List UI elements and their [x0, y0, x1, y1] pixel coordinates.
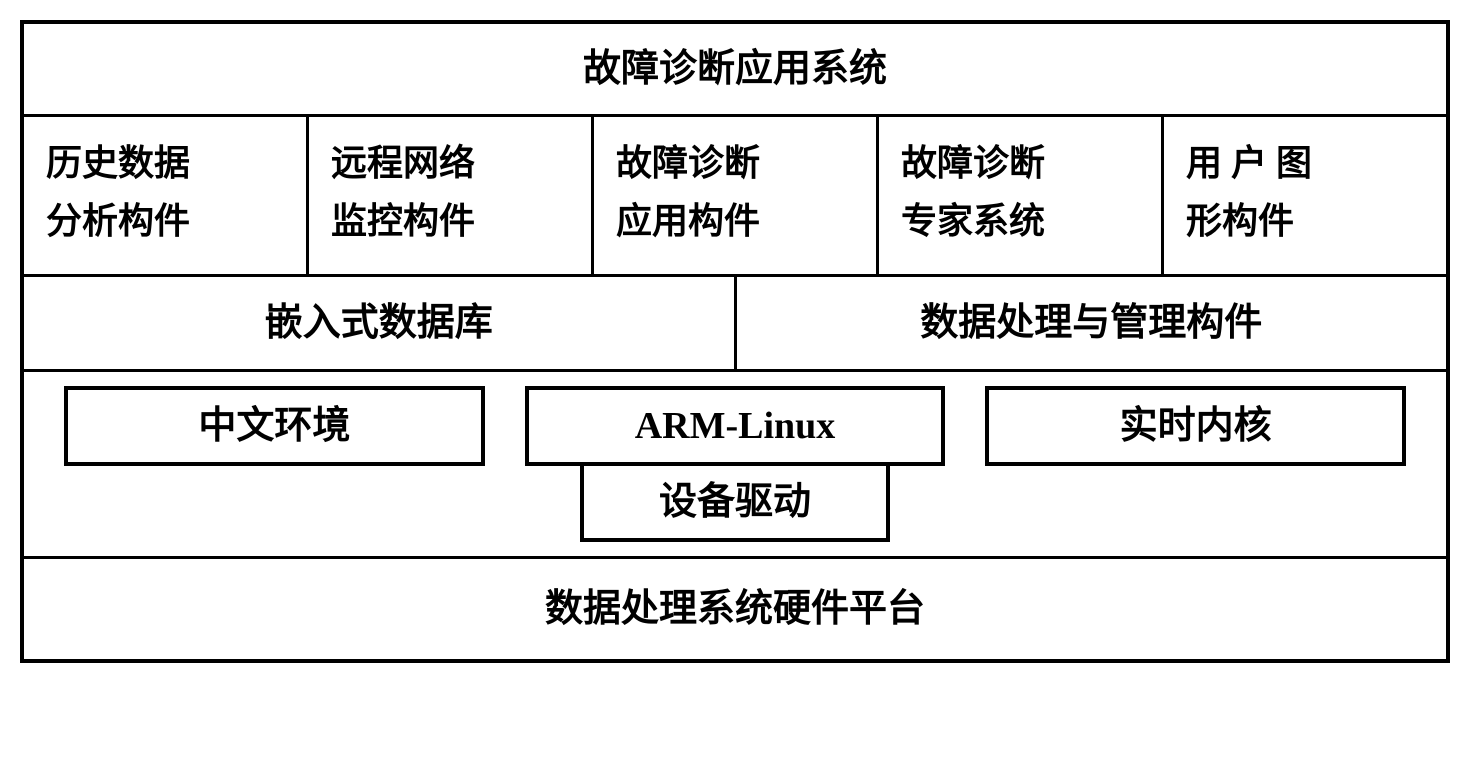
- component-remote-monitor: 远程网络 监控构件: [309, 114, 594, 274]
- hardware-platform: 数据处理系统硬件平台: [24, 559, 1446, 659]
- arm-linux: ARM-Linux: [525, 386, 946, 466]
- row-hardware: 数据处理系统硬件平台: [24, 559, 1446, 659]
- row-title: 故障诊断应用系统: [24, 24, 1446, 114]
- component-user-graphics: 用 户 图 形构件: [1164, 114, 1446, 274]
- embedded-database: 嵌入式数据库: [24, 274, 737, 369]
- component-fault-diagnosis-expert: 故障诊断 专家系统: [879, 114, 1164, 274]
- device-driver: 设备驱动: [580, 462, 890, 542]
- realtime-kernel: 实时内核: [985, 386, 1406, 466]
- row-data-layer: 嵌入式数据库 数据处理与管理构件: [24, 274, 1446, 369]
- data-processing-mgmt: 数据处理与管理构件: [737, 274, 1447, 369]
- row-os-bottom: 设备驱动: [64, 462, 1406, 542]
- row-os-layer: 中文环境 ARM-Linux 实时内核 设备驱动: [24, 369, 1446, 559]
- row-os-top: 中文环境 ARM-Linux 实时内核: [64, 386, 1406, 466]
- component-history-analysis: 历史数据 分析构件: [24, 114, 309, 274]
- component-fault-diagnosis-app: 故障诊断 应用构件: [594, 114, 879, 274]
- chinese-env: 中文环境: [64, 386, 485, 466]
- architecture-diagram: 故障诊断应用系统 历史数据 分析构件 远程网络 监控构件 故障诊断 应用构件 故…: [20, 20, 1450, 663]
- title-cell: 故障诊断应用系统: [24, 24, 1446, 114]
- row-components: 历史数据 分析构件 远程网络 监控构件 故障诊断 应用构件 故障诊断 专家系统 …: [24, 114, 1446, 274]
